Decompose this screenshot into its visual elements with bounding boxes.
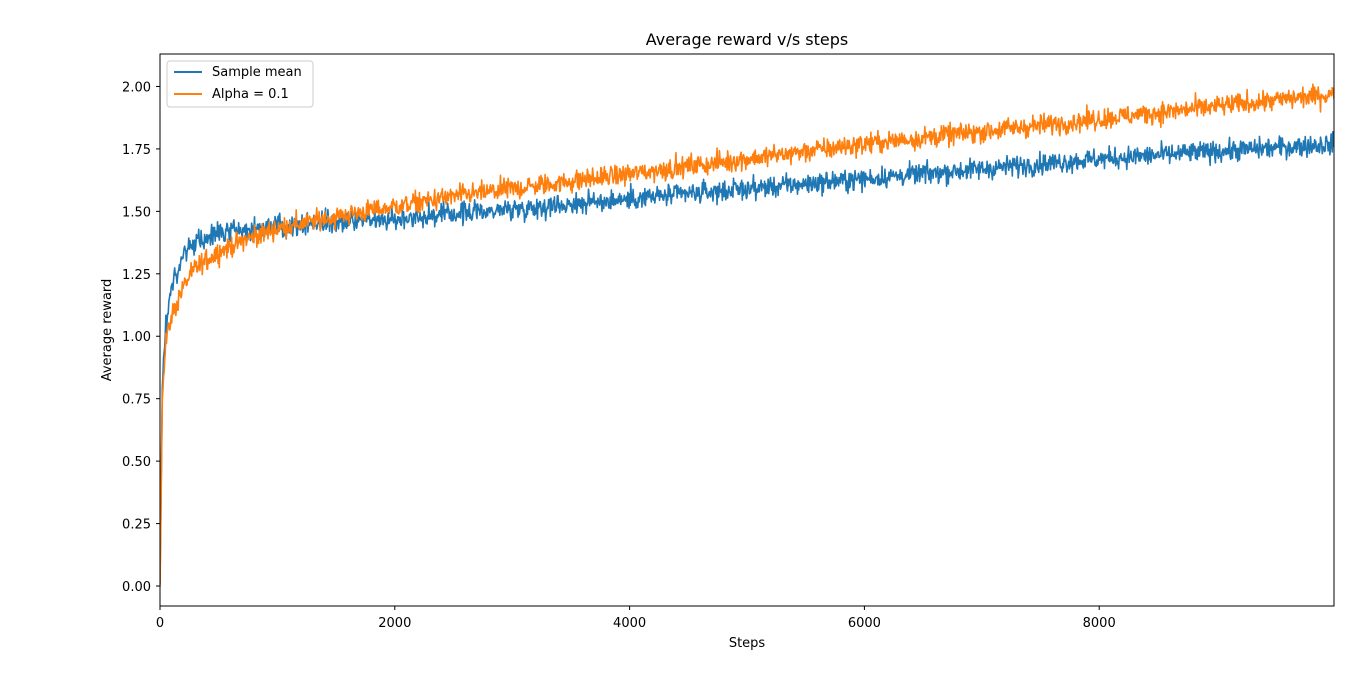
x-tick-label: 2000 (378, 616, 411, 631)
legend: Sample mean Alpha = 0.1 (166, 60, 314, 108)
y-tick-label: 0.25 (122, 518, 151, 533)
series-line-alpha (160, 83, 1334, 587)
series-layer (160, 83, 1334, 587)
y-tick-label: 1.75 (122, 143, 151, 158)
x-tick-label: 6000 (848, 616, 881, 631)
legend-label-sample-mean: Sample mean (212, 65, 302, 80)
x-tick-label: 8000 (1083, 616, 1116, 631)
x-axis-title: Steps (729, 636, 766, 651)
y-tick-label: 1.25 (122, 268, 151, 283)
x-tick-label: 4000 (613, 616, 646, 631)
x-tick-label: 0 (156, 616, 164, 631)
x-axis: 0 2000 4000 6000 8000 (156, 606, 1116, 631)
chart-title: Average reward v/s steps (646, 30, 849, 49)
y-axis-title: Average reward (100, 279, 115, 382)
plot-area (159, 53, 1335, 607)
plot-frame (159, 53, 1335, 607)
y-tick-label: 1.00 (122, 330, 151, 345)
y-tick-label: 0.00 (122, 580, 151, 595)
legend-box (166, 60, 314, 108)
y-tick-label: 2.00 (122, 80, 151, 95)
y-axis: 0.00 0.25 0.50 0.75 1.00 1.25 1.50 1.75 2.00 (122, 80, 160, 595)
legend-label-alpha: Alpha = 0.1 (212, 87, 289, 102)
y-tick-label: 1.50 (122, 205, 151, 220)
y-tick-label: 0.50 (122, 455, 151, 470)
y-tick-label: 0.75 (122, 393, 151, 408)
